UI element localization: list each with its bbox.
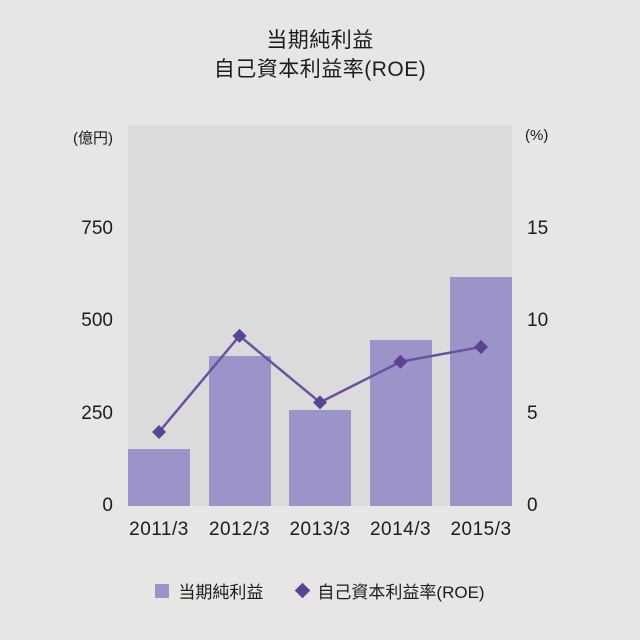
left-axis-tick-750: 750: [81, 217, 113, 239]
chart-title-line2: 自己資本利益率(ROE): [213, 58, 427, 81]
left-axis-tick-0: 0: [102, 495, 113, 516]
chart-title: 当期純利益 自己資本利益率(ROE): [0, 26, 640, 84]
chart-title-line1: 当期純利益: [266, 29, 374, 52]
right-axis-tick-10: 10: [527, 310, 549, 332]
roe-diamond-marker-4: [474, 339, 488, 354]
right-axis-unit-label: (%): [525, 127, 549, 144]
left-axis-tick-500: 500: [81, 310, 113, 332]
bar-series-square-icon: [155, 583, 170, 598]
legend-item-roe: 自己資本利益率(ROE): [295, 578, 485, 603]
legend-label-roe: 自己資本利益率(ROE): [317, 583, 485, 602]
x-label-2012-3: 2012/3: [208, 519, 271, 540]
legend-item-net-income: 当期純利益: [155, 578, 263, 603]
bar-2012-3: [208, 356, 271, 506]
left-axis-tick-250: 250: [81, 402, 113, 424]
x-label-2014-3: 2014/3: [369, 519, 432, 540]
x-label-2015-3: 2015/3: [450, 519, 512, 540]
plot-area: [128, 125, 512, 506]
roe-diamond-marker-1: [232, 328, 247, 343]
legend: 当期純利益 自己資本利益率(ROE): [0, 578, 640, 603]
x-label-2013-3: 2013/3: [289, 519, 351, 540]
left-axis-unit-label: (億円): [73, 130, 113, 147]
legend-label-net-income: 当期純利益: [178, 583, 264, 602]
roe-diamond-marker-2: [313, 395, 327, 410]
roe-diamond-marker-3: [393, 354, 408, 369]
line-series-diamond-icon: [295, 582, 311, 599]
right-axis-tick-0: 0: [527, 495, 538, 516]
x-label-2011-3: 2011/3: [129, 519, 189, 540]
roe-diamond-marker-0: [152, 425, 166, 440]
right-axis-tick-15: 15: [527, 217, 549, 239]
bar-2015-3: [450, 276, 512, 506]
right-axis-tick-5: 5: [527, 402, 538, 424]
bar-2011-3: [128, 448, 190, 506]
roe-line-chart: [152, 328, 488, 440]
roe-line: [158, 334, 482, 433]
bar-2013-3: [289, 409, 351, 506]
